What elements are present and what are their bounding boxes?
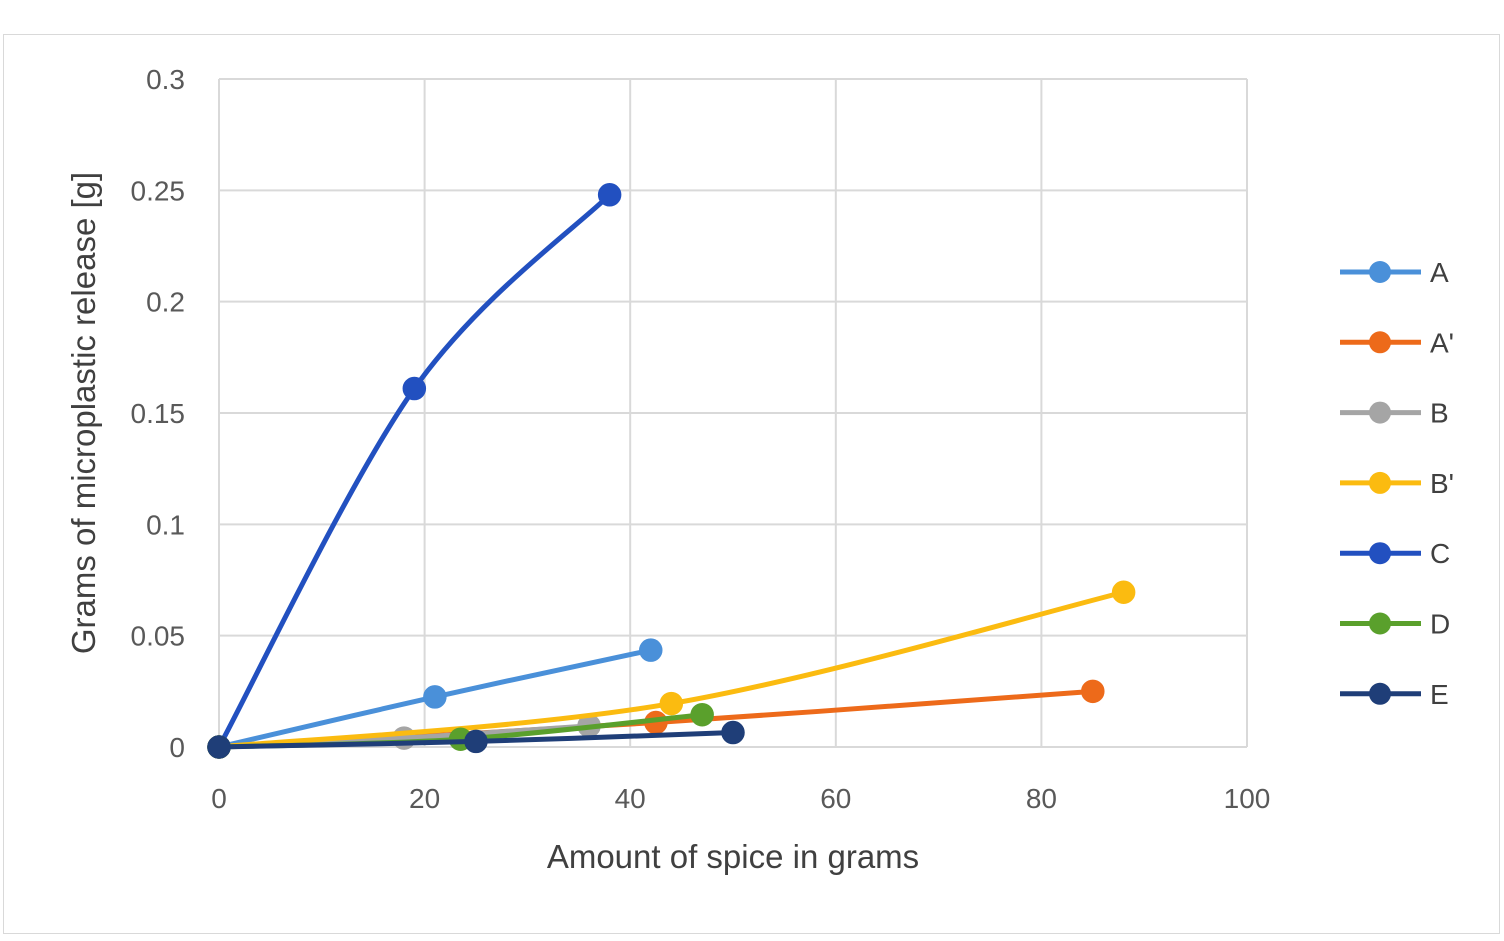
data-point xyxy=(690,702,714,727)
x-tick-label: 20 xyxy=(409,783,440,814)
legend-item: A xyxy=(1340,257,1449,288)
legend-swatch-marker xyxy=(1369,331,1391,354)
series-line xyxy=(216,192,613,750)
data-point xyxy=(659,691,684,716)
legend-swatch-marker xyxy=(1369,471,1391,494)
y-tick-label: 0.25 xyxy=(131,175,186,206)
legend-swatch-marker xyxy=(1369,682,1391,705)
chart-area xyxy=(3,34,1500,934)
data-point xyxy=(207,735,231,759)
data-point xyxy=(464,729,488,754)
legend-label: A' xyxy=(1430,327,1454,358)
data-point xyxy=(721,720,745,745)
y-tick-label: 0.1 xyxy=(146,509,185,540)
y-tick-label: 0 xyxy=(169,732,185,763)
legend-label: B xyxy=(1430,398,1449,429)
y-axis-title: Grams of microplastic release [g] xyxy=(65,172,102,654)
x-tick-label: 0 xyxy=(211,783,227,814)
legend-label: D xyxy=(1430,609,1450,640)
legend-item: E xyxy=(1340,679,1449,710)
y-axis-ticks: 0 0.05 0.1 0.15 0.2 0.25 0.3 xyxy=(131,64,186,763)
series-6 xyxy=(207,720,745,759)
x-tick-label: 80 xyxy=(1026,783,1057,814)
legend-swatch-marker xyxy=(1369,261,1391,283)
series-3 xyxy=(207,580,1136,759)
plot-series xyxy=(207,183,1136,759)
data-point xyxy=(639,638,663,662)
y-tick-label: 0.15 xyxy=(131,398,186,429)
series-0 xyxy=(207,638,663,759)
legend-label: E xyxy=(1430,679,1449,710)
x-tick-label: 40 xyxy=(615,783,646,814)
grid-lines xyxy=(218,78,1248,748)
legend-label: B' xyxy=(1430,468,1454,499)
data-point xyxy=(1111,580,1136,604)
x-axis-title: Amount of spice in grams xyxy=(547,838,919,875)
data-point xyxy=(597,183,622,207)
legend-swatch-marker xyxy=(1369,612,1391,635)
x-axis-ticks: 0 20 40 60 80 100 xyxy=(211,783,1270,814)
data-point xyxy=(402,376,427,401)
legend-item: A' xyxy=(1340,327,1454,358)
x-tick-label: 60 xyxy=(820,783,851,814)
data-point xyxy=(423,685,447,709)
legend-item: D xyxy=(1340,609,1450,640)
legend-label: C xyxy=(1430,538,1450,569)
x-tick-label: 100 xyxy=(1224,783,1271,814)
data-point xyxy=(1081,679,1105,704)
legend-swatch-marker xyxy=(1369,542,1391,565)
y-tick-label: 0.05 xyxy=(131,621,186,652)
y-tick-label: 0.2 xyxy=(146,287,185,318)
y-tick-label: 0.3 xyxy=(146,64,185,95)
legend-swatch-marker xyxy=(1369,401,1391,424)
legend: A A' B B' C D E xyxy=(1340,257,1454,710)
legend-label: A xyxy=(1430,257,1449,288)
legend-item: B' xyxy=(1340,468,1454,499)
legend-item: B xyxy=(1340,398,1449,429)
legend-item: C xyxy=(1340,538,1450,569)
